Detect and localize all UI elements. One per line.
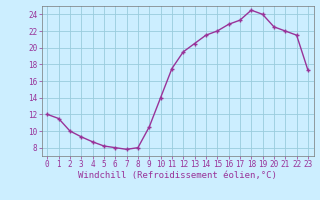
X-axis label: Windchill (Refroidissement éolien,°C): Windchill (Refroidissement éolien,°C)	[78, 171, 277, 180]
